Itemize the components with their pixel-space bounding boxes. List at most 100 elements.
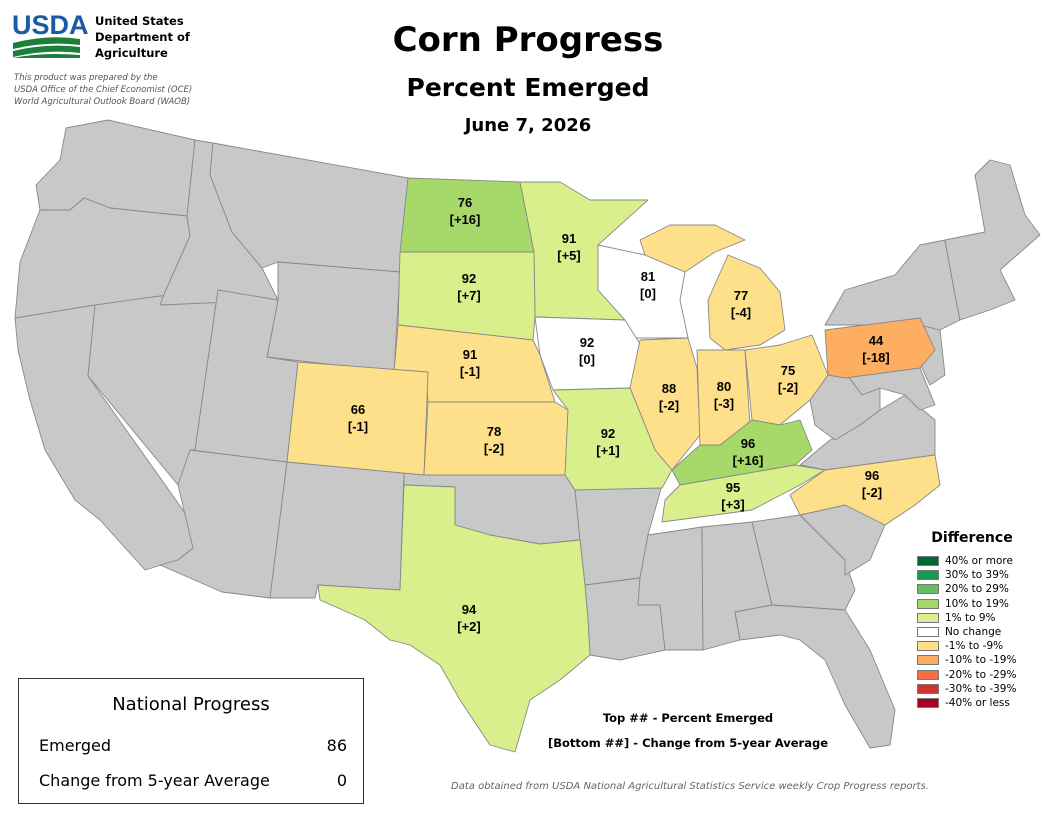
state-shape-new-england <box>944 159 1041 321</box>
state-shape-maryland <box>844 367 936 411</box>
reporting-states <box>286 177 941 753</box>
diff-texas: [+2] <box>457 619 480 634</box>
legend-label: 40% or more <box>945 555 1013 568</box>
legend-label: -1% to -9% <box>945 640 1004 653</box>
legend-item: 10% to 19% <box>917 597 1037 611</box>
background-states <box>14 119 1041 749</box>
legend-swatch <box>917 683 939 694</box>
legend-label: -20% to -29% <box>945 668 1017 681</box>
diff-north-carolina: [-2] <box>862 485 882 500</box>
legend-label: 1% to 9% <box>945 611 996 624</box>
state-shape-north-carolina <box>789 454 941 526</box>
agency-line-2: Department of <box>95 30 190 44</box>
legend-label: -30% to -39% <box>945 682 1017 695</box>
diff-tennessee: [+3] <box>721 497 744 512</box>
source-note: Data obtained from USDA National Agricul… <box>451 781 929 792</box>
national-progress-title: National Progress <box>112 694 270 715</box>
emerged-value: 86 <box>326 736 347 755</box>
key-top-note: Top ## - Percent Emerged <box>602 711 774 725</box>
prepared-by-note: This product was prepared by the USDA Of… <box>14 72 224 108</box>
legend-item: 30% to 39% <box>917 568 1037 582</box>
diff-illinois: [-2] <box>659 398 679 413</box>
diff-nebraska: [-1] <box>460 364 480 379</box>
key-bottom-note: [Bottom ##] - Change from 5-year Average <box>547 736 829 750</box>
value-indiana: 80 <box>717 379 731 394</box>
usda-logo: USDA <box>12 10 92 67</box>
value-kentucky: 96 <box>741 436 755 451</box>
legend-item: -20% to -29% <box>917 668 1037 682</box>
legend-swatch <box>917 598 939 609</box>
legend-swatch <box>917 655 939 666</box>
emerged-label: Emerged <box>39 736 111 755</box>
legend-item: 40% or more <box>917 554 1037 568</box>
legend-item: No change <box>917 625 1037 639</box>
legend-label: No change <box>945 626 1002 639</box>
diff-michigan: [-4] <box>731 305 751 320</box>
state-shape-michigan <box>639 224 786 351</box>
diff-minnesota: [+5] <box>557 248 580 263</box>
value-north-dakota: 76 <box>458 195 472 210</box>
legend-rows: 40% or more 30% to 39% 20% to 29% 10% to… <box>917 554 1037 710</box>
legend-label: -40% or less <box>945 696 1010 709</box>
agency-name: United States Department of Agriculture <box>95 13 190 61</box>
prepared-line-2: USDA Office of the Chief Economist (OCE) <box>14 85 193 95</box>
report-date: June 7, 2026 <box>464 115 592 136</box>
emerged-row: Emerged 86 <box>39 736 347 755</box>
change-value: 0 <box>336 771 347 790</box>
state-shape-texas <box>317 484 591 753</box>
state-shape-new-mexico <box>269 461 405 599</box>
state-shape-missouri <box>552 387 673 491</box>
value-tennessee: 95 <box>726 480 740 495</box>
value-michigan: 77 <box>734 288 748 303</box>
diff-iowa: [0] <box>579 352 595 367</box>
legend-label: -10% to -19% <box>945 654 1017 667</box>
value-south-dakota: 92 <box>462 271 476 286</box>
diff-pennsylvania: [-18] <box>862 350 889 365</box>
value-iowa: 92 <box>580 335 594 350</box>
state-shape-new-york <box>824 239 961 331</box>
legend-swatch <box>917 697 939 708</box>
change-label: Change from 5-year Average <box>39 771 270 790</box>
difference-legend: Difference 40% or more 30% to 39% 20% to… <box>917 530 1037 710</box>
value-north-carolina: 96 <box>865 468 879 483</box>
state-shape-wyoming <box>266 261 401 373</box>
national-progress-box: National Progress Emerged 86 Change from… <box>18 678 364 804</box>
value-colorado: 66 <box>351 402 365 417</box>
diff-north-dakota: [+16] <box>450 212 481 227</box>
legend-item: -10% to -19% <box>917 653 1037 667</box>
diff-indiana: [-3] <box>714 396 734 411</box>
agency-line-3: Agriculture <box>95 46 168 60</box>
value-missouri: 92 <box>601 426 615 441</box>
value-pennsylvania: 44 <box>869 333 884 348</box>
legend-swatch <box>917 641 939 652</box>
value-minnesota: 91 <box>562 231 576 246</box>
diff-south-dakota: [+7] <box>457 288 480 303</box>
diff-wisconsin: [0] <box>640 286 656 301</box>
state-shape-south-dakota <box>397 251 536 341</box>
value-illinois: 88 <box>662 381 676 396</box>
state-labels: 76 [+16] 91 [+5] 81 [0] 77 [-4] 92 [+7] … <box>348 195 890 634</box>
legend-label: 20% to 29% <box>945 583 1009 596</box>
legend-label: 10% to 19% <box>945 597 1009 610</box>
diff-ohio: [-2] <box>778 380 798 395</box>
legend-swatch <box>917 669 939 680</box>
agency-line-1: United States <box>95 14 184 28</box>
legend-swatch <box>917 612 939 623</box>
diff-missouri: [+1] <box>596 443 619 458</box>
legend-swatch <box>917 584 939 595</box>
legend-swatch <box>917 556 939 567</box>
state-shape-tennessee <box>661 464 826 523</box>
value-ohio: 75 <box>781 363 795 378</box>
change-row: Change from 5-year Average 0 <box>39 771 347 790</box>
page-subtitle: Percent Emerged <box>406 73 650 102</box>
state-shape-washington <box>35 119 196 217</box>
value-texas: 94 <box>462 602 477 617</box>
legend-title: Difference <box>931 530 1013 546</box>
diff-kansas: [-2] <box>484 441 504 456</box>
value-kansas: 78 <box>487 424 501 439</box>
state-shape-florida <box>734 604 896 749</box>
legend-item: -40% or less <box>917 696 1037 710</box>
diff-kentucky: [+16] <box>733 453 764 468</box>
page-title: Corn Progress <box>392 20 664 60</box>
